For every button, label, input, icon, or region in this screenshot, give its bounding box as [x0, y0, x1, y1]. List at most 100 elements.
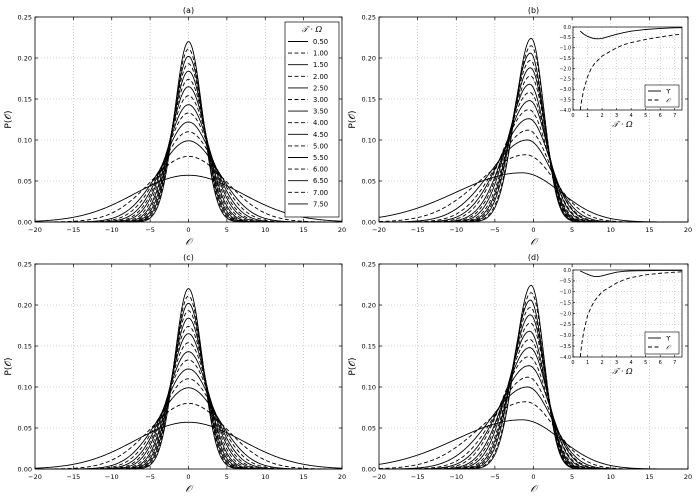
x-axis-label: 𝒪 [530, 237, 539, 248]
legend-entry: 1.00 [313, 50, 328, 58]
x-tick-label: 0 [531, 473, 535, 481]
x-tick-label: 5 [225, 226, 229, 234]
y-tick-label: 0.05 [362, 424, 376, 432]
inset-series-line-1 [579, 27, 683, 40]
x-tick-label: 15 [299, 473, 307, 481]
inset-series-line-1 [580, 269, 682, 277]
y-tick-label: 0.05 [18, 424, 32, 432]
x-tick-label: −20 [372, 473, 386, 481]
y-tick-label: 0.25 [18, 260, 32, 268]
series-line-2 [378, 154, 688, 223]
panel-c: −20 −15 −10 −5 0 5 10 15 20 0.00 0.05 0.10 0.15 0.20 0… [4, 253, 346, 495]
series-line-1 [34, 421, 343, 469]
inset-y-tick-label: −1.0 [559, 46, 571, 52]
legend-box [284, 21, 340, 218]
legend-entry: 5.00 [313, 142, 328, 150]
legend: 𝒯 · Ω 0.50 1.00 1.50 2.00 2.50 3.00 3.50 4.00 4.5… [284, 21, 340, 218]
x-tick-label: −20 [28, 226, 42, 234]
y-axis-label: P(𝒪) [4, 110, 14, 128]
y-tick-label: 0.20 [18, 54, 32, 62]
series-line-8 [379, 338, 688, 470]
x-tick-label: −15 [67, 226, 81, 234]
x-tick-label: 5 [225, 473, 229, 481]
inset-x-tick-label: 5 [644, 360, 647, 366]
series-line-1 [378, 419, 689, 470]
x-tick-label: −5 [145, 226, 155, 234]
y-tick-label: 0.20 [362, 54, 376, 62]
y-tick-label: 0.15 [18, 342, 32, 350]
inset-x-tick-label: 3 [615, 360, 618, 366]
y-axis-label: P(𝒪) [4, 357, 14, 375]
series-line-10 [35, 325, 342, 470]
y-tick-label: 0.10 [362, 383, 376, 391]
x-tick-label: 20 [338, 226, 346, 234]
inset-x-tick-label: 6 [659, 360, 662, 366]
inset-legend-entry: 𝒪 [666, 97, 672, 105]
y-tick-label: 0.20 [18, 301, 32, 309]
y-tick-label: 0.10 [362, 136, 376, 144]
legend-entry: 6.00 [313, 166, 328, 174]
inset-x-tick-label: 5 [644, 113, 647, 119]
x-tick-label: 5 [570, 473, 574, 481]
y-tick-label: 0.00 [18, 465, 32, 473]
inset-x-tick-label: 0 [571, 113, 574, 119]
inset-x-tick-label: 6 [659, 113, 662, 119]
x-tick-label: 0 [186, 226, 190, 234]
x-tick-label: 20 [684, 473, 692, 481]
x-axis-label: 𝒪 [185, 484, 194, 495]
legend-entry: 7.50 [313, 200, 328, 208]
inset-legend-entry: 𝒪 [666, 344, 672, 352]
panel-b: −20 −15 −10 −5 0 5 10 15 200.000.050.100.150.200… [348, 6, 692, 248]
y-tick-label: 0.00 [18, 218, 32, 226]
inset-x-axis-label: 𝒯 · Ω [612, 120, 633, 129]
inset-y-tick-label: −4.0 [559, 108, 571, 114]
inset-y-tick-label: −0.5 [559, 35, 571, 41]
inset-series-line-2 [579, 271, 683, 358]
x-axis-label: 𝒪 [185, 237, 194, 248]
inset-legend-entry: ϒ [666, 335, 671, 343]
x-tick-label: −5 [490, 226, 500, 234]
x-tick-label: 5 [570, 226, 574, 234]
legend-entry: 6.50 [313, 177, 328, 185]
series-line-2 [378, 401, 688, 470]
legend-entry: 7.00 [313, 189, 328, 197]
y-tick-label: 0.10 [18, 136, 32, 144]
panel-title: (d) [528, 253, 539, 262]
inset-y-tick-label: 0.0 [563, 268, 571, 274]
series-line-8 [379, 91, 688, 223]
panel-title: (a) [183, 6, 194, 15]
inset-series-line-2 [579, 33, 683, 111]
inset-legend: ϒ𝒪 [644, 331, 680, 355]
y-tick-label: 0.25 [18, 13, 32, 21]
legend-entry: 3.50 [313, 108, 328, 116]
x-tick-label: −15 [411, 473, 425, 481]
inset-x-tick-label: 2 [600, 113, 603, 119]
inset-x-tick-label: 0 [571, 360, 574, 366]
inset-chart: 0 1 2 3 4 5 6 7 0.0 −0.5 −1.0 −1.5 −2.0 −2.5 −3.0 −3.5 −… [559, 25, 683, 129]
x-tick-label: −5 [490, 473, 500, 481]
inset-x-tick-label: 2 [600, 360, 603, 366]
x-tick-label: 0 [186, 473, 190, 481]
inset-y-tick-label: 0.0 [563, 25, 571, 31]
x-tick-label: 10 [607, 473, 615, 481]
x-tick-label: 0 [531, 226, 535, 234]
inset-x-tick-label: 1 [586, 113, 589, 119]
inset-x-tick-label: 3 [615, 113, 618, 119]
x-tick-label: −5 [145, 473, 155, 481]
x-tick-label: −10 [105, 473, 119, 481]
y-tick-label: 0.20 [362, 301, 376, 309]
y-tick-label: 0.15 [362, 95, 376, 103]
series-line-1 [378, 172, 689, 223]
inset-y-tick-label: −1.5 [559, 300, 571, 306]
inset-y-tick-label: −1.5 [559, 56, 571, 62]
y-tick-label: 0.10 [18, 383, 32, 391]
x-tick-label: 15 [299, 226, 307, 234]
series-line-12 [35, 310, 342, 470]
inset-y-tick-label: −2.5 [559, 77, 571, 83]
y-tick-label: 0.05 [18, 177, 32, 185]
inset-x-tick-label: 4 [630, 360, 633, 366]
series-line-10 [35, 78, 342, 223]
inset-x-tick-label: 7 [673, 360, 676, 366]
legend-title: 𝒯 · Ω [302, 25, 323, 34]
inset-y-tick-label: −2.0 [559, 66, 571, 72]
